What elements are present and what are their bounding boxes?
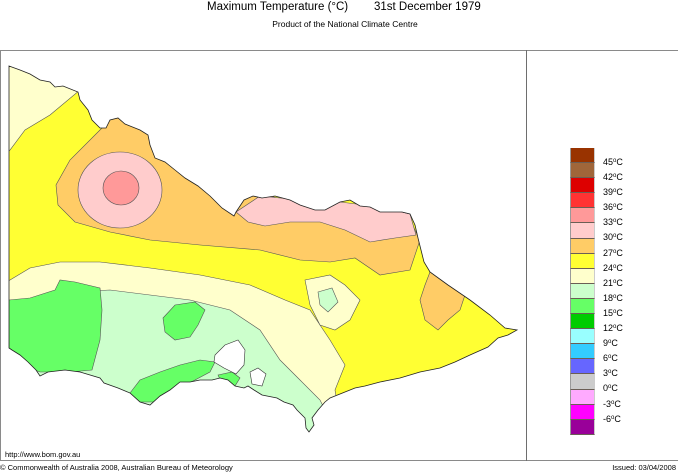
legend-item: 0oC: [570, 374, 640, 393]
victoria-map-svg: [8, 65, 519, 433]
legend-swatch: [570, 163, 595, 179]
legend-swatch: [570, 268, 595, 284]
temperature-legend: 45oC 42oC 39oC 36oC 33oC 30oC 27oC 24oC …: [570, 148, 640, 435]
legend-item: 9oC: [570, 329, 640, 348]
legend-item: 42oC: [570, 163, 640, 182]
temperature-bands: [9, 66, 517, 432]
frame-divider: [526, 50, 527, 461]
legend-item: 15oC: [570, 298, 640, 318]
legend-swatch: [570, 359, 595, 375]
legend-item: 18oC: [570, 283, 640, 303]
bom-url-link[interactable]: http://www.bom.gov.au: [5, 450, 81, 459]
port-phillip-bay: [213, 339, 246, 375]
legend-item: [570, 419, 640, 435]
legend-item: 24oC: [570, 253, 640, 273]
map-frame: [0, 50, 678, 461]
temperature-map: [1, 51, 526, 460]
legend-swatch: [570, 314, 595, 330]
map-date: 31st December 1979: [374, 1, 481, 13]
legend-item: -6oC: [570, 404, 640, 424]
legend-swatch: [570, 223, 595, 239]
legend-item: -3oC: [570, 389, 640, 409]
copyright-notice: © Commonwealth of Australia 2008, Austra…: [0, 463, 233, 472]
legend-swatch: [570, 148, 595, 164]
legend-swatch: [570, 253, 595, 269]
legend-item: 12oC: [570, 314, 640, 333]
legend-swatch: [570, 208, 595, 224]
legend-swatch: [570, 238, 595, 254]
map-title: Maximum Temperature (°C): [207, 1, 349, 13]
legend-item: 36oC: [570, 193, 640, 212]
legend-item: 45oC: [570, 148, 640, 167]
legend-swatch: [570, 374, 595, 390]
western-port: [249, 367, 267, 387]
legend-item: 33oC: [570, 208, 640, 227]
legend-swatch: [570, 193, 595, 209]
legend-swatch: [570, 283, 595, 299]
state-border: [8, 65, 519, 433]
legend-swatch: [570, 298, 595, 315]
header: Maximum Temperature (°C) 31st December 1…: [0, 0, 680, 40]
map-subtitle: Product of the National Climate Centre: [272, 19, 418, 29]
legend-item: 30oC: [570, 223, 640, 242]
legend-item: 3oC: [570, 359, 640, 378]
legend-item: 6oC: [570, 344, 640, 363]
legend-swatch: [570, 404, 595, 420]
legend-swatch: [570, 344, 595, 360]
legend-item: 21oC: [570, 268, 640, 288]
legend-swatch: [570, 178, 595, 194]
legend-swatch: [570, 389, 595, 405]
legend-swatch: [570, 329, 595, 345]
legend-swatch: [570, 419, 595, 435]
legend-item: 39oC: [570, 178, 640, 197]
issued-date: Issued: 03/04/2008: [612, 463, 676, 472]
legend-item: 27oC: [570, 238, 640, 258]
